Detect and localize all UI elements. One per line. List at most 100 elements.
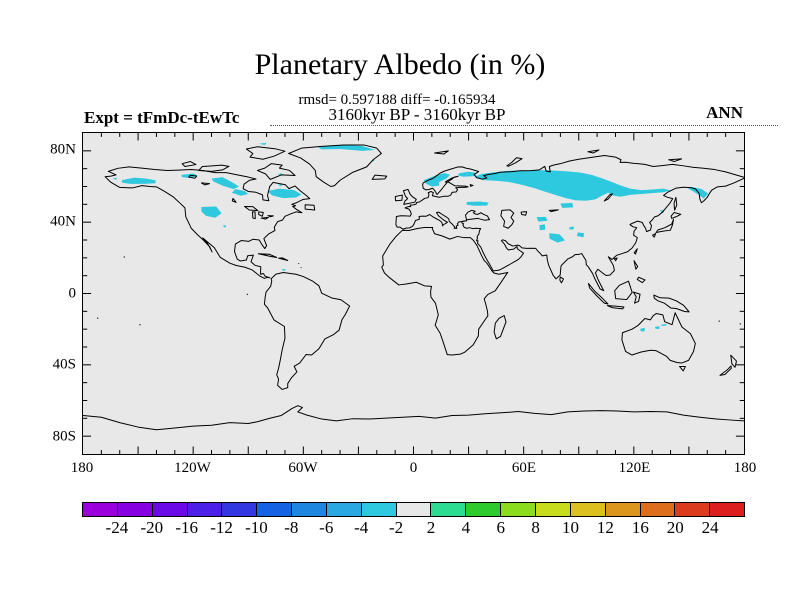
new-zealand: [720, 355, 737, 375]
anomaly-patch: [267, 188, 302, 199]
colorbar-cell: [395, 503, 431, 516]
colorbar-tick-label: 8: [531, 518, 540, 537]
coast-africa: [382, 228, 508, 356]
colorbar-tick-label: 2: [426, 518, 436, 537]
coast-mediterranean: [396, 212, 467, 229]
stats-line: rmsd= 0.597188 diff= -0.165934: [298, 92, 496, 108]
coast-east-asia: [462, 178, 744, 290]
colorbar-tick-label: 20: [666, 518, 684, 537]
colorbar-tick-label: 6: [496, 518, 505, 537]
iceland-svalbard: [372, 150, 681, 179]
axis-ticks: [83, 133, 744, 454]
anomaly-patch: [211, 177, 240, 190]
anomaly-patch: [640, 327, 645, 332]
colorbar-tick-label: 4: [461, 518, 471, 537]
coast-caribbean: [258, 254, 287, 261]
colorbar-tick-label: -6: [319, 518, 334, 537]
y-axis-tick-label: 40N: [50, 213, 76, 230]
colorbar-tick-label: 16: [631, 518, 649, 537]
anomaly-patch: [201, 206, 222, 218]
coast-greenland: [289, 145, 382, 187]
anomaly-patch: [549, 233, 565, 243]
anomaly-patch: [281, 268, 286, 272]
anomaly-patch: [121, 177, 156, 184]
colorbar-cell: [83, 503, 117, 516]
anomaly-patch: [474, 170, 671, 201]
great-lakes: [245, 206, 274, 219]
anomaly-patch: [371, 159, 375, 162]
anomaly-patch: [222, 225, 227, 228]
anomaly-patch: [318, 145, 375, 151]
x-axis-tick-label: 60E: [511, 460, 537, 476]
colorbar-cell: [325, 503, 361, 516]
anomaly-patch: [423, 173, 451, 187]
x-axis-tick-label: 180: [70, 460, 94, 476]
colorbar-tick-label: -2: [388, 518, 404, 537]
coastlines: [83, 145, 744, 430]
caspian-aral: [501, 210, 527, 228]
colorbar-cell: [116, 503, 152, 516]
coast-europe-atlantic: [396, 155, 744, 216]
map-frame: [82, 132, 745, 455]
anomaly-patch: [654, 326, 660, 330]
anomaly-patch: [560, 202, 574, 208]
colorbar-tick-label: 10: [562, 518, 580, 537]
x-axis-tick-label: 0: [409, 460, 418, 476]
anomaly-patch: [539, 224, 546, 231]
coast-antarctica: [83, 406, 744, 430]
colorbar-cell: [465, 503, 501, 516]
coast-australia: [622, 313, 695, 371]
y-axis-tick-label: 80N: [50, 141, 76, 158]
british-isles: [395, 189, 416, 204]
colorbar-tick-label: -20: [140, 518, 164, 537]
colorbar-tick-label: -24: [105, 518, 129, 537]
season-label: ANN: [706, 103, 743, 122]
japan-sakhalin: [614, 197, 681, 260]
madagascar: [494, 316, 506, 339]
colorbar: [82, 502, 745, 517]
coast-arctic-islands: [182, 147, 315, 210]
y-axis-tick-label: 80S: [52, 428, 76, 445]
x-axis-tick-label: 120W: [174, 460, 211, 476]
anomaly-patch: [536, 216, 548, 222]
colorbar-cell: [360, 503, 396, 516]
colorbar-tick-label: -16: [175, 518, 199, 537]
anomaly-patch: [659, 209, 665, 214]
south-asia-islands: [560, 261, 689, 312]
colorbar-cell: [569, 503, 605, 516]
colorbar-cell: [430, 503, 466, 516]
colorbar-cell: [534, 503, 570, 516]
y-axis-tick-label: 40S: [52, 356, 76, 373]
colorbar-cell: [221, 503, 257, 516]
y-axis-tick-label: 0: [68, 285, 77, 301]
colorbar-cell: [604, 503, 640, 516]
anomaly-patches: [112, 142, 709, 332]
period-line: 3160kyr BP - 3160kyr BP: [328, 105, 506, 124]
colorbar-cell: [674, 503, 710, 516]
x-axis-tick-label: 120E: [618, 460, 651, 476]
anomaly-patch: [231, 189, 249, 196]
fold-dotted-line: [270, 125, 778, 126]
anomaly-patch: [259, 142, 267, 145]
plot-title: Planetary Albedo (in %): [254, 48, 546, 81]
anomaly-patch: [569, 226, 575, 230]
anomaly-patch: [661, 323, 667, 326]
x-axis-tick-label: 180: [733, 460, 757, 476]
colorbar-tick-label: 12: [596, 518, 614, 537]
x-axis-tick-label: 60W: [288, 460, 318, 476]
colorbar-tick-label: -12: [210, 518, 233, 537]
world-map: [83, 133, 744, 454]
coast-south-america: [264, 272, 349, 389]
colorbar-tick-label: -4: [354, 518, 369, 537]
colorbar-cell: [186, 503, 222, 516]
colorbar-tick-label: 24: [701, 518, 719, 537]
anomaly-patch: [466, 201, 489, 206]
colorbar-tick-label: -10: [245, 518, 268, 537]
anomaly-patch: [576, 232, 585, 238]
colorbar-cell: [291, 503, 326, 516]
anomaly-patch: [112, 177, 117, 180]
coast-north-america: [105, 167, 310, 278]
lakes: [189, 175, 613, 211]
island-specks: [97, 256, 741, 326]
